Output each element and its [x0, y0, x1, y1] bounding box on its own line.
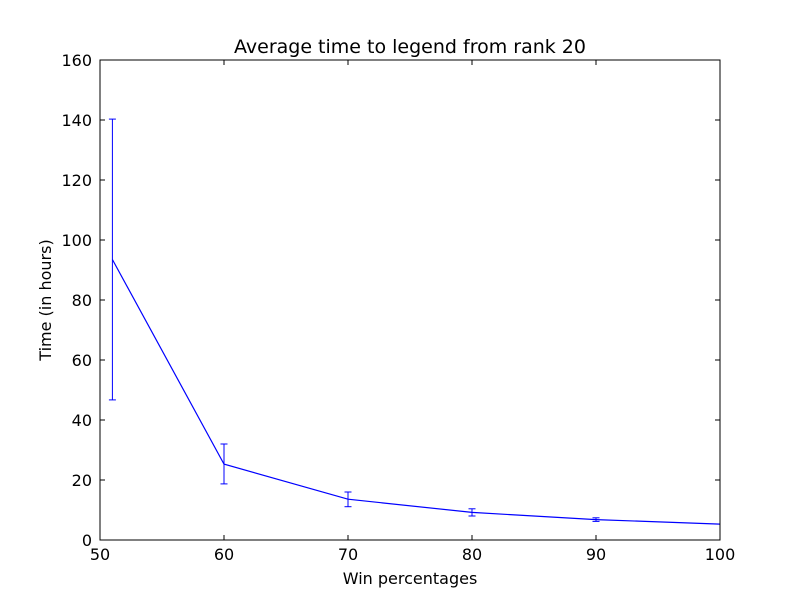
error-bar: [592, 517, 600, 522]
x-tick-label: 70: [338, 545, 358, 564]
data-series: [108, 118, 721, 525]
y-tick-label: 80: [72, 291, 92, 310]
error-bar: [108, 118, 116, 401]
error-bar: [220, 443, 228, 485]
y-axis-label: Time (in hours): [36, 239, 55, 361]
y-tick-label: 160: [61, 51, 92, 70]
error-bar: [344, 491, 352, 508]
series-line: [111, 259, 721, 525]
x-tick-label: 100: [705, 545, 736, 564]
x-tick-label: 50: [90, 545, 110, 564]
error-bar: [468, 508, 476, 517]
plot-frame: [99, 59, 721, 541]
y-tick-label: 100: [61, 231, 92, 250]
x-tick-label: 80: [462, 545, 482, 564]
tick-labels: 50 60 70 80 90 100 0 20 40 60 80 100 120 140 160: [61, 51, 735, 564]
y-tick-label: 0: [82, 531, 92, 550]
y-tick-label: 60: [72, 351, 92, 370]
x-tick-label: 90: [586, 545, 606, 564]
y-tick-label: 120: [61, 171, 92, 190]
chart-title: Average time to legend from rank 20: [234, 36, 586, 58]
y-tick-label: 20: [72, 471, 92, 490]
y-tick-label: 140: [61, 111, 92, 130]
x-tick-label: 60: [214, 545, 234, 564]
x-axis-label: Win percentages: [343, 569, 478, 588]
y-tick-label: 40: [72, 411, 92, 430]
